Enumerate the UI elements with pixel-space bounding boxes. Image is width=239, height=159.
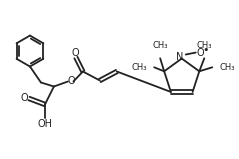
Text: CH₃: CH₃ [196, 41, 212, 50]
Text: O: O [197, 48, 205, 58]
Text: •: • [202, 45, 209, 55]
Text: OH: OH [38, 119, 52, 129]
Text: O: O [71, 48, 79, 58]
Text: O: O [21, 93, 28, 103]
Text: CH₃: CH₃ [220, 63, 235, 72]
Text: CH₃: CH₃ [152, 41, 168, 50]
Text: N: N [176, 52, 183, 62]
Text: CH₃: CH₃ [131, 63, 147, 72]
Text: O: O [67, 76, 75, 86]
